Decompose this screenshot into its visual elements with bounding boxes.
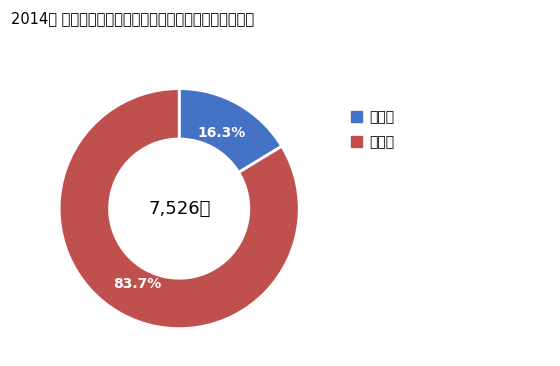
Legend: 小売業, 卸売業: 小売業, 卸売業 xyxy=(351,111,394,150)
Wedge shape xyxy=(179,89,282,172)
Text: 16.3%: 16.3% xyxy=(198,126,246,140)
Text: 7,526人: 7,526人 xyxy=(148,199,211,218)
Text: 83.7%: 83.7% xyxy=(113,277,161,291)
Text: 2014年 商業の従業者数にしめる卸売業と小売業のシェア: 2014年 商業の従業者数にしめる卸売業と小売業のシェア xyxy=(11,11,254,26)
Wedge shape xyxy=(59,89,299,329)
